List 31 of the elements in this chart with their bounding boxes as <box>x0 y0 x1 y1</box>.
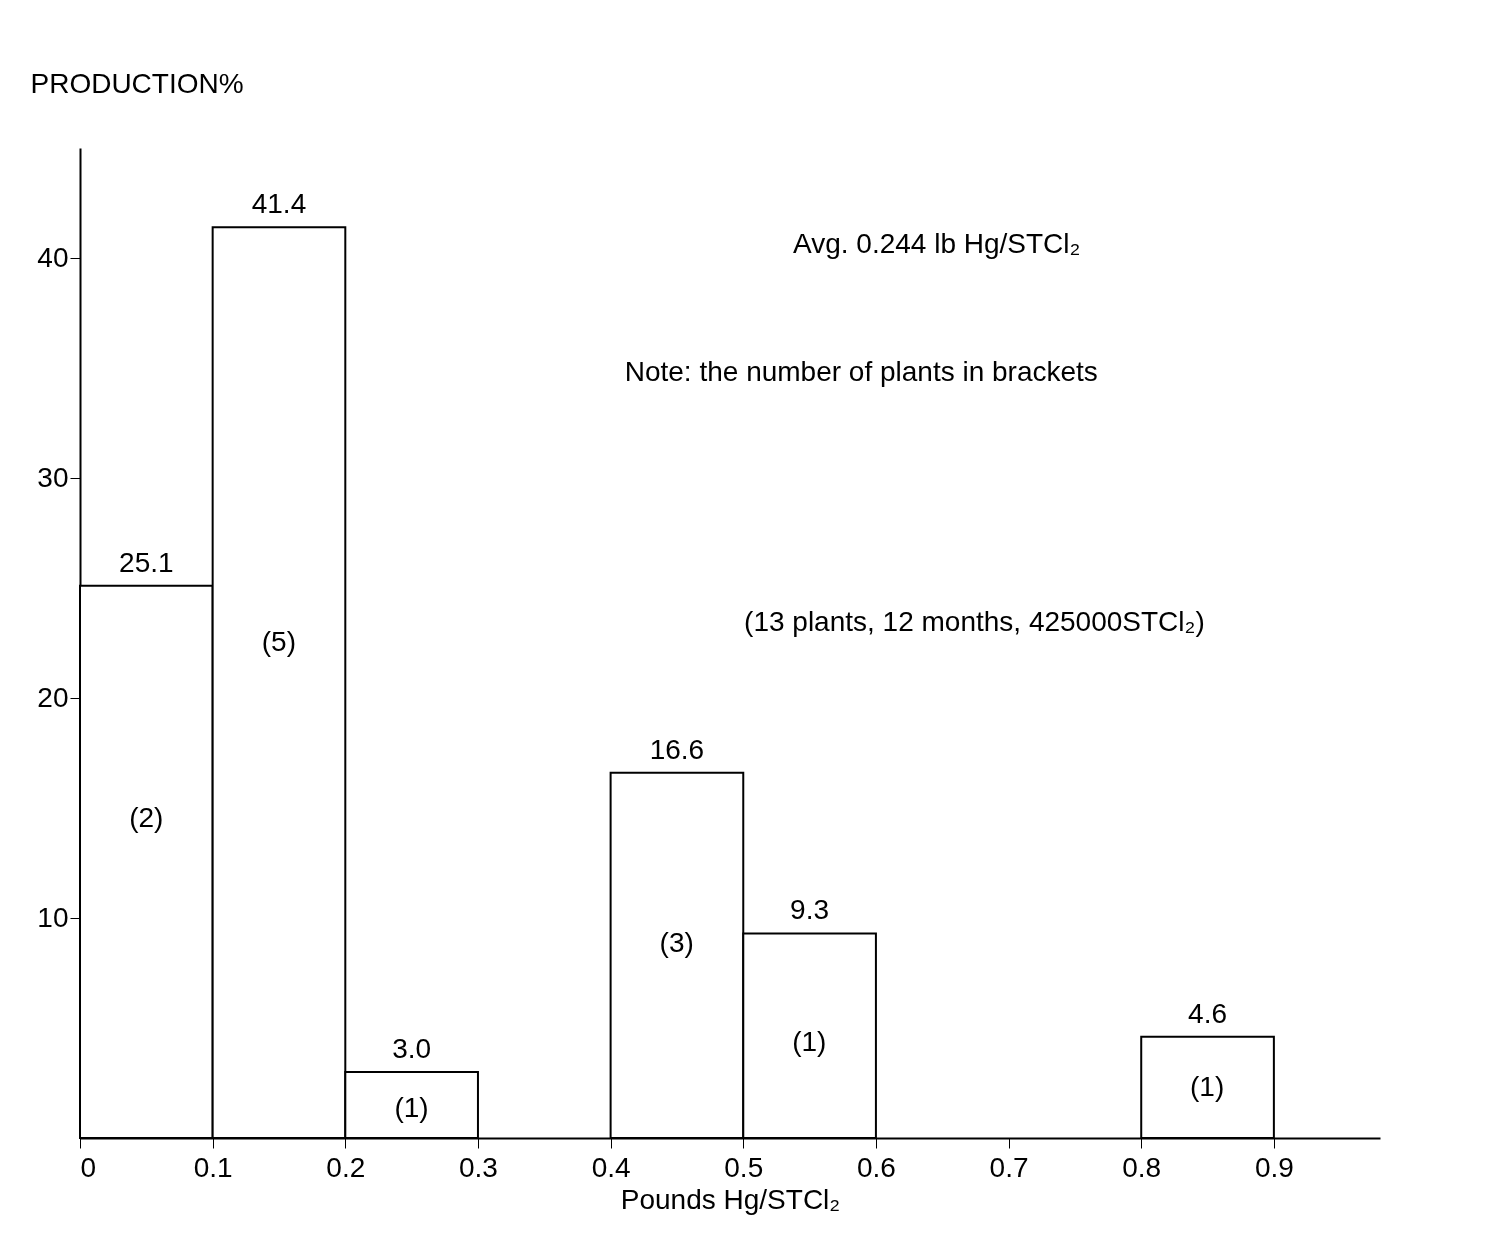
annotation: (1) <box>394 1092 429 1124</box>
x-tick-label: 0 <box>80 1151 97 1183</box>
x-tick-label: 0.1 <box>193 1151 233 1183</box>
x-tick-label: 0.6 <box>856 1151 896 1183</box>
data-label: 41.4 <box>251 188 307 220</box>
annotation: Avg. 0.244 lb Hg/STCl₂ <box>793 228 1081 260</box>
x-tick-label: 0.4 <box>591 1151 631 1183</box>
data-label: 16.6 <box>649 733 705 765</box>
y-tick-label: 40 <box>37 241 69 273</box>
x-tick-label: 0.7 <box>989 1151 1029 1183</box>
data-label: 4.6 <box>1188 997 1228 1029</box>
x-axis-title: Pounds Hg/STCl₂ <box>620 1183 841 1215</box>
x-tick-label: 0.9 <box>1254 1151 1294 1183</box>
x-tick-label: 0.5 <box>724 1151 764 1183</box>
annotation: (3) <box>659 926 694 958</box>
y-tick-label: 30 <box>37 461 69 493</box>
annotation: (1) <box>792 1025 827 1057</box>
data-label: 25.1 <box>119 546 174 578</box>
data-label: 9.3 <box>790 894 830 926</box>
annotation: (2) <box>129 802 164 834</box>
annotation: (1) <box>1189 1070 1225 1102</box>
x-tick-label: 0.3 <box>458 1151 498 1183</box>
annotation: (5) <box>261 626 297 657</box>
annotation: Note: the number of plants in brackets <box>624 355 1098 387</box>
data-label: 3.0 <box>392 1033 432 1064</box>
y-tick-label: 10 <box>37 901 69 933</box>
x-tick-label: 0.8 <box>1122 1151 1162 1183</box>
y-tick-label: 20 <box>37 681 69 713</box>
annotation: (13 plants, 12 months, 425000STCl₂) <box>744 606 1205 638</box>
x-tick-label: 0.2 <box>326 1151 366 1183</box>
y-axis-title: PRODUCTION% <box>30 67 244 99</box>
